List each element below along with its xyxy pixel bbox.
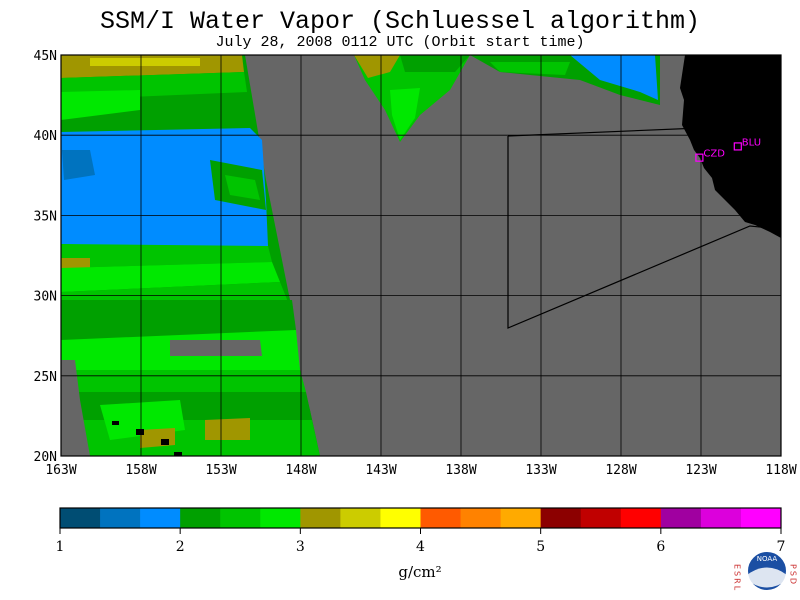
latitude-label: 40N [34,129,57,144]
longitude-label: 138W [445,463,476,478]
colorbar [59,507,782,529]
colorbar-tick-label: 7 [777,539,786,555]
colorbar-swatch [180,508,221,528]
colorbar-tick-labels: 1 2 3 4 5 6 7 [56,528,786,555]
colorbar-swatch [300,508,341,528]
noaa-logo: NOAA ESRL PSD [733,550,798,592]
longitude-label: 118W [765,463,796,478]
colorbar-swatch [100,508,141,528]
latitude-label: 35N [34,209,57,224]
colorbar-tick-label: 5 [536,539,545,555]
flight-track-north [507,127,701,137]
water-vapor-map [61,55,781,456]
colorbar-swatch [580,508,622,528]
flight-track [507,136,771,329]
colorbar-swatch [700,508,742,528]
longitude-label: 143W [365,463,396,478]
latitude-label: 20N [34,450,57,465]
longitude-labels: 163W 158W 153W 148W 143W 138W 133W 128W 123W 118W [45,463,796,478]
colorbar-swatch [380,508,421,528]
longitude-label: 158W [125,463,156,478]
longitude-label: 148W [285,463,316,478]
svg-text:NOAA: NOAA [757,555,778,563]
colorbar-swatch [260,508,301,528]
central-swath [354,55,470,142]
longitude-label: 123W [685,463,716,478]
station-markers: CZD BLU [695,137,761,162]
longitude-label: 153W [205,463,236,478]
colorbar-tick-label: 6 [656,539,665,555]
latitude-label: 30N [34,290,57,305]
colorbar-swatch [500,508,542,528]
colorbar-swatch [220,508,261,528]
colorbar-swatch [60,508,101,528]
colorbar-swatch [660,508,702,528]
colorbar-tick-label: 1 [56,539,65,555]
colorbar-swatch [620,508,662,528]
station-label: BLU [742,137,761,148]
colorbar-tick-label: 4 [416,539,425,555]
colorbar-swatch [460,508,502,528]
east-swath [470,55,660,105]
map-subtitle: July 28, 2008 0112 UTC (Orbit start time… [215,34,585,51]
latitude-label: 45N [34,49,57,64]
station-label: CZD [703,149,725,160]
longitude-label: 128W [605,463,636,478]
latitude-labels: 45N 40N 35N 30N 25N 20N [34,49,57,465]
west-swath [61,55,320,456]
latitude-label: 25N [34,370,57,385]
station-marker [695,153,704,162]
colorbar-swatch [340,508,381,528]
land-california [680,55,781,238]
hawaiian-islands [112,421,182,456]
map-frame [60,54,782,457]
longitude-label: 133W [525,463,556,478]
colorbar-swatch [540,508,582,528]
lat-lon-grid [61,55,781,456]
logo-right-text: PSD [789,564,798,586]
longitude-label: 163W [45,463,76,478]
colorbar-tick-label: 3 [296,539,305,555]
colorbar-tick-label: 2 [176,539,185,555]
colorbar-swatch [740,508,782,528]
colorbar-swatch [420,508,462,528]
colorbar-swatch [140,508,181,528]
station-marker [733,142,742,151]
logo-left-text: ESRL [733,564,742,592]
colorbar-units: g/cm² [398,563,441,581]
map-title: SSM/I Water Vapor (Schluessel algorithm) [99,7,701,36]
